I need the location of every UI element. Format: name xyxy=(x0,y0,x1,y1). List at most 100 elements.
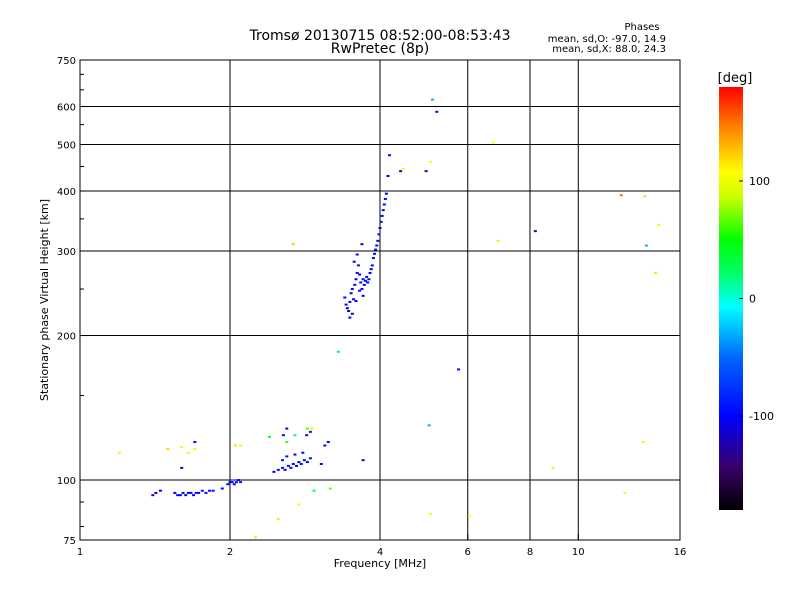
data-point xyxy=(355,271,359,274)
data-point xyxy=(189,491,193,494)
data-point xyxy=(178,494,182,497)
data-point xyxy=(428,512,432,515)
data-point xyxy=(289,466,293,469)
data-point xyxy=(193,441,197,444)
data-point xyxy=(194,491,198,494)
data-point xyxy=(350,312,354,315)
data-point xyxy=(328,487,332,490)
data-point xyxy=(367,278,371,281)
data-point xyxy=(291,243,295,246)
data-point xyxy=(657,223,661,226)
data-point xyxy=(366,281,370,284)
data-point xyxy=(358,273,362,276)
data-point xyxy=(358,289,362,292)
data-point xyxy=(283,468,287,471)
y-axis-label: Stationary phase Virtual Height [km] xyxy=(38,199,51,401)
data-point xyxy=(365,275,369,278)
data-point xyxy=(285,427,289,430)
data-point xyxy=(305,461,309,464)
x-tick-label: 4 xyxy=(377,547,383,558)
data-point xyxy=(654,271,658,274)
data-point xyxy=(281,466,285,469)
y-tick-label: 100 xyxy=(57,476,76,487)
y-tick-label: 500 xyxy=(57,141,76,152)
data-point xyxy=(293,434,297,437)
x-tick-label: 1 xyxy=(77,547,83,558)
data-point xyxy=(181,491,185,494)
data-point xyxy=(154,491,158,494)
data-point xyxy=(305,427,309,430)
data-point xyxy=(302,459,306,462)
data-points xyxy=(117,98,661,539)
x-tick-label: 6 xyxy=(465,547,471,558)
axis-ticks: 1 2 4 6 8 10 16 75 100 200 300 400 500 600 750 xyxy=(57,56,686,558)
data-point xyxy=(352,260,356,263)
data-point xyxy=(431,98,435,101)
data-point xyxy=(343,296,347,299)
chart-subtitle: RwPretec (8p) xyxy=(331,41,429,57)
x-tick-label: 10 xyxy=(572,547,585,558)
y-tick-label: 750 xyxy=(57,56,76,67)
data-point xyxy=(186,451,190,454)
data-point xyxy=(193,448,197,451)
data-point xyxy=(272,470,276,473)
data-point xyxy=(301,451,305,454)
data-point xyxy=(380,214,384,217)
stats-line-o: mean, sd,O: -97.0, 14.9 xyxy=(548,34,666,45)
y-tick-label: 400 xyxy=(57,187,76,198)
colorbar-tick-label: 0 xyxy=(749,293,756,306)
data-point xyxy=(173,491,177,494)
data-point xyxy=(360,288,364,291)
data-point xyxy=(297,461,301,464)
data-point xyxy=(204,491,208,494)
stats-heading: Phases xyxy=(624,22,659,33)
data-point xyxy=(197,491,201,494)
data-point xyxy=(384,192,388,195)
data-point xyxy=(381,209,385,212)
x-axis-label: Frequency [MHz] xyxy=(334,557,426,570)
data-point xyxy=(308,430,312,433)
data-point xyxy=(370,264,374,267)
data-point xyxy=(377,233,381,236)
colorbar-tick-label: -100 xyxy=(749,410,774,423)
data-point xyxy=(376,239,380,242)
data-point xyxy=(643,195,647,198)
data-point xyxy=(382,203,386,206)
data-point xyxy=(424,170,428,173)
data-point xyxy=(186,491,190,494)
data-point xyxy=(117,451,121,454)
data-point xyxy=(374,248,378,251)
chart-title: Tromsø 20130715 08:52:00-08:53:43 xyxy=(249,28,511,44)
data-point xyxy=(354,278,358,281)
data-point xyxy=(401,167,405,170)
data-point xyxy=(158,489,162,492)
data-point xyxy=(386,174,390,177)
data-point xyxy=(286,464,290,467)
data-point xyxy=(496,239,500,242)
data-point xyxy=(336,350,340,353)
data-point xyxy=(166,448,170,451)
data-point xyxy=(305,434,309,437)
data-point xyxy=(644,244,648,247)
x-tick-label: 2 xyxy=(227,547,233,558)
data-point xyxy=(435,110,439,113)
data-point xyxy=(362,283,366,286)
data-point xyxy=(226,483,230,486)
data-point xyxy=(211,489,215,492)
data-point xyxy=(361,294,365,297)
data-point xyxy=(200,489,204,492)
data-point xyxy=(323,444,327,447)
data-point xyxy=(295,464,299,467)
data-point xyxy=(239,481,243,484)
data-point xyxy=(641,441,645,444)
data-point xyxy=(285,441,289,444)
data-point xyxy=(375,244,379,247)
data-point xyxy=(360,243,364,246)
data-point xyxy=(383,198,387,201)
data-point xyxy=(267,435,271,438)
data-point xyxy=(308,457,312,460)
data-point xyxy=(359,281,363,284)
data-point xyxy=(285,455,289,458)
data-point xyxy=(619,194,623,197)
